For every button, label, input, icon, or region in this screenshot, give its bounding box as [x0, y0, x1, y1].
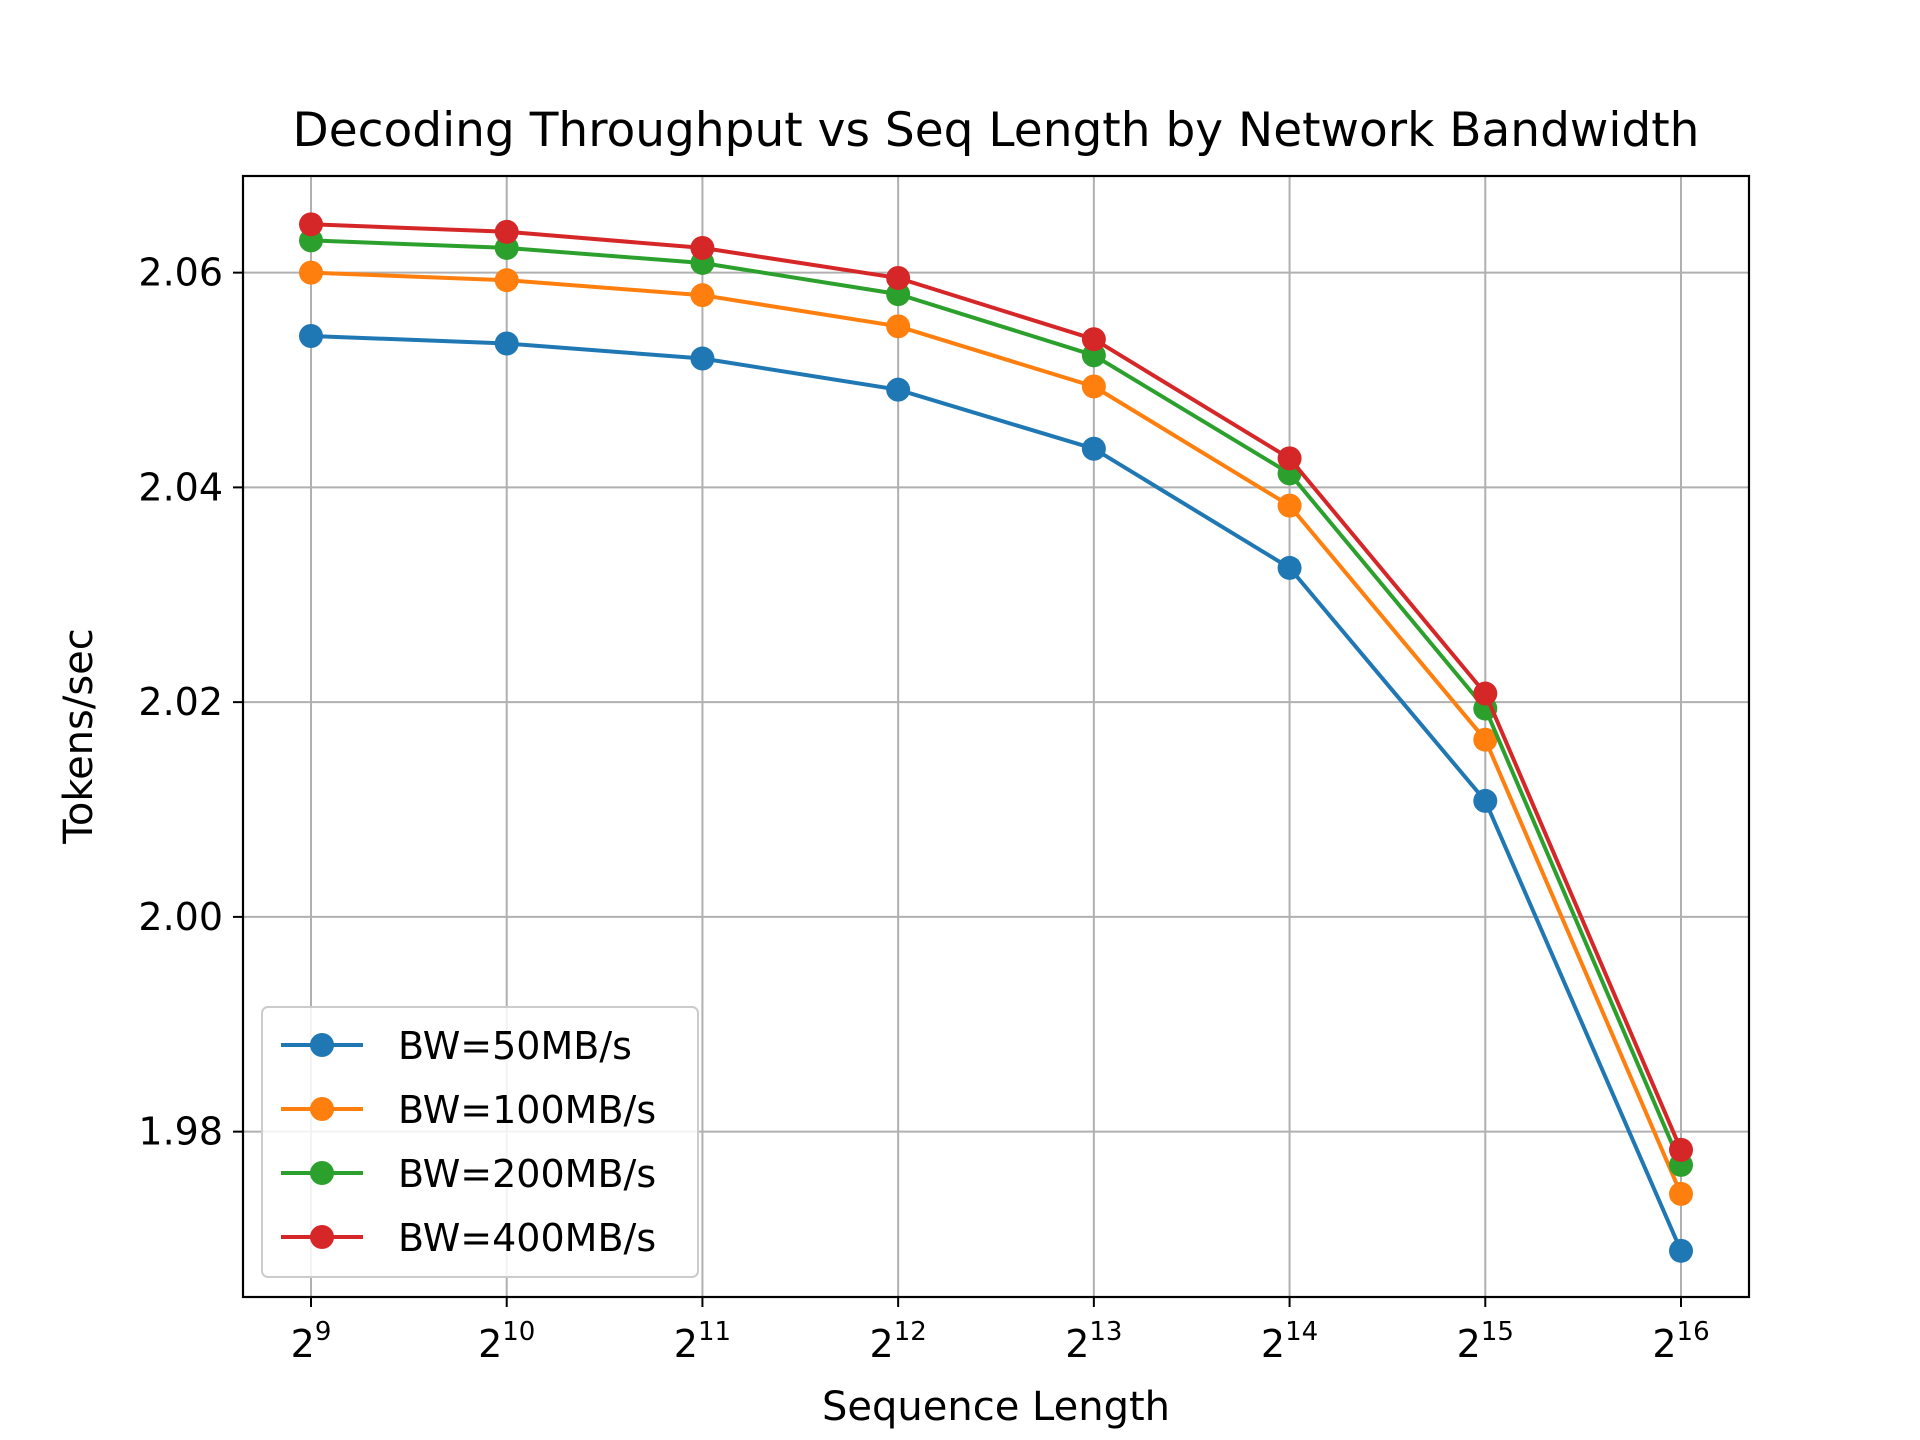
- y-axis-label: Tokens/sec: [56, 628, 102, 845]
- data-point: [690, 346, 715, 371]
- x-tick-base: 2: [674, 1322, 698, 1366]
- series-line: [310, 334, 1683, 1252]
- x-tick-label: 215: [1457, 1317, 1514, 1366]
- data-point: [886, 314, 911, 339]
- data-point: [1277, 555, 1302, 580]
- legend-label: BW=100MB/s: [398, 1088, 656, 1132]
- x-tick-exponent: 9: [315, 1317, 332, 1347]
- data-point: [1669, 1181, 1693, 1206]
- legend-marker: [310, 1161, 334, 1185]
- data-point: [1473, 727, 1498, 752]
- data-point: [494, 219, 519, 244]
- series-line: [310, 238, 1683, 1166]
- data-point: [690, 235, 715, 260]
- y-axis-ticks: 1.98 2.00 2.02 2.04 2.06: [138, 251, 243, 1154]
- legend-marker: [310, 1097, 334, 1121]
- data-point: [690, 283, 715, 308]
- x-tick-base: 2: [1065, 1322, 1089, 1366]
- legend-entry: BW=200MB/s: [281, 1152, 656, 1196]
- x-tick-base: 2: [1457, 1322, 1481, 1366]
- data-point: [1277, 493, 1302, 518]
- y-tick-label: 2.00: [138, 895, 223, 939]
- data-point: [886, 377, 911, 402]
- x-tick-label: 210: [478, 1317, 535, 1366]
- legend-marker: [310, 1225, 334, 1249]
- legend-marker: [310, 1033, 334, 1057]
- x-tick-exponent: 10: [502, 1317, 535, 1347]
- series-line: [310, 222, 1683, 1151]
- x-tick-exponent: 13: [1089, 1317, 1122, 1347]
- data-point: [494, 331, 519, 356]
- y-tick-label: 2.02: [138, 680, 223, 724]
- x-tick-label: 214: [1261, 1317, 1318, 1366]
- y-tick-label: 2.06: [138, 251, 223, 295]
- x-tick-base: 2: [1652, 1322, 1676, 1366]
- x-tick-label: 212: [870, 1317, 927, 1366]
- series-BW=400MB/s: [299, 212, 1693, 1162]
- x-tick-label: 213: [1065, 1317, 1122, 1366]
- y-tick-label: 1.98: [138, 1110, 223, 1154]
- series-line: [310, 270, 1683, 1195]
- series-BW=100MB/s: [299, 260, 1693, 1206]
- data-point: [1473, 681, 1498, 706]
- x-tick-exponent: 14: [1285, 1317, 1318, 1347]
- legend-label: BW=50MB/s: [398, 1024, 632, 1068]
- series-BW=50MB/s: [299, 323, 1693, 1263]
- x-tick-base: 2: [478, 1322, 502, 1366]
- legend-entry: BW=400MB/s: [281, 1216, 656, 1260]
- x-axis-ticks: 29 210 211 212 213 214 215 216: [291, 1297, 1710, 1366]
- legend-entry: BW=100MB/s: [281, 1088, 656, 1132]
- data-point: [299, 323, 323, 348]
- data-point: [494, 268, 519, 293]
- data-point: [886, 266, 911, 291]
- data-point: [1669, 1238, 1693, 1263]
- x-tick-base: 2: [1261, 1322, 1285, 1366]
- x-tick-base: 2: [291, 1322, 315, 1366]
- series-layer: [299, 212, 1693, 1263]
- data-point: [1081, 374, 1106, 399]
- y-tick-label: 2.04: [138, 465, 223, 509]
- x-tick-exponent: 12: [894, 1317, 927, 1347]
- data-point: [1277, 446, 1302, 471]
- x-tick-exponent: 15: [1481, 1317, 1514, 1347]
- data-point: [1473, 788, 1498, 813]
- data-point: [299, 260, 323, 285]
- x-tick-exponent: 11: [698, 1317, 731, 1347]
- legend-entry: BW=50MB/s: [281, 1024, 632, 1068]
- x-tick-base: 2: [870, 1322, 894, 1366]
- x-tick-exponent: 16: [1677, 1317, 1710, 1347]
- x-tick-label: 216: [1652, 1317, 1709, 1366]
- legend-label: BW=400MB/s: [398, 1216, 656, 1260]
- data-point: [1669, 1137, 1693, 1162]
- data-point: [1081, 436, 1106, 461]
- legend-label: BW=200MB/s: [398, 1152, 656, 1196]
- data-point: [299, 212, 323, 237]
- legend: BW=50MB/s BW=100MB/s BW=200MB/s BW=400MB/s: [261, 1006, 699, 1278]
- x-axis-label: Sequence Length: [822, 1384, 1170, 1430]
- data-point: [1081, 327, 1106, 352]
- legend-box: [261, 1006, 699, 1278]
- chart-title: Decoding Throughput vs Seq Length by Net…: [293, 103, 1700, 158]
- x-tick-label: 211: [674, 1317, 731, 1366]
- plot-frame: [241, 174, 1751, 1299]
- x-tick-label: 29: [291, 1317, 332, 1366]
